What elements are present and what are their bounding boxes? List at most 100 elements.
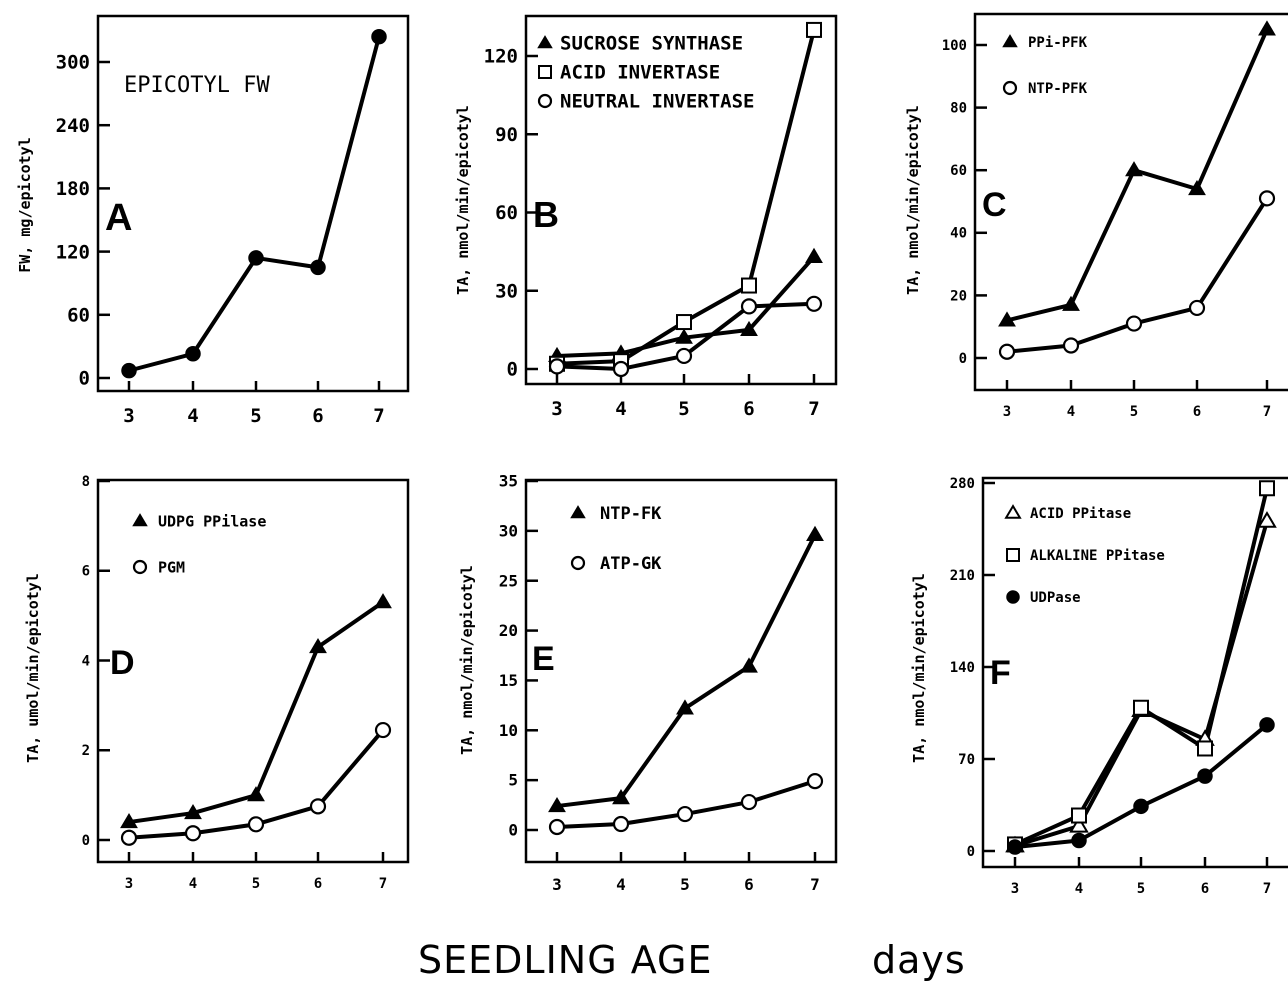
panel-d: 0 2 4 6 8 3 4 5 6 7 TA, umol/min/epicotyl D UDPG PPi… (24, 474, 410, 892)
y-tick-label: 30 (495, 280, 518, 302)
y-axis-label: TA, nmol/min/epicotyl (458, 565, 476, 755)
data-point (184, 825, 202, 842)
data-point (248, 250, 264, 266)
legend-marker (1002, 34, 1018, 48)
data-point (247, 786, 265, 802)
data-point (121, 362, 137, 379)
x-tick-label: 4 (615, 398, 626, 420)
y-axis-label: TA, nmol/min/epicotyl (454, 105, 472, 295)
x-tick-label: 5 (1137, 881, 1145, 897)
data-point (740, 320, 758, 336)
panel-letter: C (982, 186, 1007, 224)
legend-label: ATP-GK (600, 554, 662, 574)
panel-b: 0 30 60 90 120 3 4 5 6 7 TA, nmol/min/epicotyl B SUC… (454, 14, 838, 420)
legend-label: NTP-PFK (1028, 81, 1088, 97)
x-tick-label: 7 (810, 875, 820, 894)
y-tick-label: 20 (950, 288, 967, 304)
y-tick-label: 60 (67, 304, 90, 326)
legend-label: ACID PPitase (1030, 506, 1131, 522)
legend-marker (132, 513, 148, 527)
x-axis-label: SEEDLING AGE days (0, 938, 1288, 988)
y-tick-label: 60 (950, 163, 967, 179)
x-tick-label: 4 (1067, 404, 1075, 420)
y-tick-label: 100 (942, 38, 967, 54)
panel-frame (973, 12, 1288, 392)
legend-label: PPi-PFK (1028, 35, 1088, 51)
legend-marker (1004, 504, 1022, 519)
data-point (1069, 816, 1089, 833)
data-point (1125, 315, 1143, 332)
data-point (740, 793, 758, 811)
data-point (741, 277, 757, 294)
x-tick-label: 3 (123, 405, 134, 427)
data-point (676, 314, 692, 331)
x-tick-label: 7 (379, 876, 387, 892)
y-axis-label: TA, nmol/min/epicotyl (904, 105, 922, 295)
legend-label: UDPase (1030, 590, 1081, 606)
inset-label: EPICOTYL FW (124, 73, 270, 98)
data-point (247, 816, 265, 833)
x-tick-label: 4 (187, 405, 198, 427)
data-point (120, 813, 138, 829)
y-axis-label: FW, mg/epicotyl (16, 137, 34, 272)
y-tick-label: 210 (950, 568, 975, 584)
y-tick-label: 0 (507, 359, 518, 381)
data-point (1188, 179, 1206, 196)
legend-marker (537, 93, 553, 109)
y-tick-label: 90 (495, 124, 518, 146)
data-point (1197, 768, 1213, 784)
panel-letter: B (533, 194, 559, 235)
data-point (675, 328, 693, 344)
y-tick-label: 15 (499, 671, 518, 690)
panel-letter: E (532, 640, 555, 678)
data-point (805, 247, 823, 263)
y-tick-label: 70 (958, 752, 975, 768)
x-tick-label: 6 (743, 398, 754, 420)
data-point (1071, 832, 1087, 849)
y-tick-label: 40 (950, 226, 967, 242)
data-point (1062, 295, 1080, 311)
x-tick-label: 6 (1201, 881, 1209, 897)
x-tick-label: 6 (744, 875, 754, 894)
legend-marker (570, 555, 586, 571)
series-line (1014, 520, 1269, 848)
data-point (740, 298, 758, 315)
x-tick-label: 5 (250, 405, 261, 427)
y-tick-label: 4 (82, 653, 90, 669)
y-tick-label: 20 (499, 621, 518, 640)
x-tick-label: 4 (616, 875, 626, 894)
legend-marker (132, 559, 148, 575)
data-point (1257, 511, 1277, 528)
data-point (1197, 740, 1213, 757)
legend-marker (537, 35, 553, 49)
legend-label: UDPG PPilase (158, 512, 266, 530)
legend-label: SUCROSE SYNTHASE (560, 33, 743, 55)
data-point (998, 311, 1016, 327)
panel-e: 0 5 10 15 20 25 30 35 3 4 5 6 7 TA, nmol/min/epicotyl… (458, 472, 838, 894)
panel-frame (981, 476, 1288, 869)
x-tick-label: 5 (678, 398, 689, 420)
x-tick-label: 4 (1075, 881, 1083, 897)
panel-letter: F (990, 654, 1011, 692)
panel-frame (524, 14, 838, 386)
x-tick-label: 7 (808, 398, 819, 420)
y-tick-label: 25 (499, 571, 518, 590)
y-tick-label: 60 (495, 202, 518, 224)
data-point (740, 657, 758, 673)
data-point (1007, 839, 1023, 855)
y-tick-label: 8 (82, 474, 90, 490)
legend-label: NEUTRAL INVERTASE (560, 91, 754, 113)
y-tick-label: 280 (950, 476, 975, 492)
legend-label: PGM (158, 558, 185, 576)
data-point (1259, 717, 1275, 733)
legend-marker (570, 505, 586, 519)
y-tick-label: 0 (967, 844, 975, 860)
data-point (374, 593, 392, 609)
data-point (612, 360, 630, 378)
data-point (120, 829, 138, 846)
y-tick-label: 30 (499, 521, 518, 540)
panel-letter: A (105, 197, 132, 239)
y-tick-label: 120 (484, 46, 518, 68)
y-tick-label: 0 (508, 821, 518, 840)
y-tick-label: 180 (56, 178, 90, 200)
